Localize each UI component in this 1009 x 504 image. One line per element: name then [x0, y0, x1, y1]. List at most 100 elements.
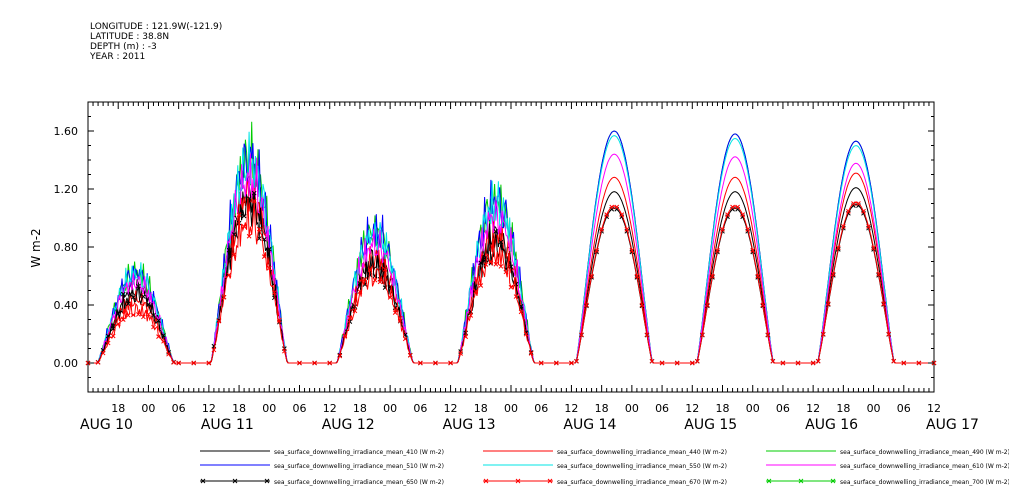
y-tick-label: 1.20: [54, 183, 79, 196]
series-marker: [402, 336, 408, 342]
series-marker: [835, 245, 841, 251]
series-marker: [735, 204, 740, 210]
series-marker: [226, 247, 232, 253]
series-marker: [130, 294, 136, 300]
series-marker: [710, 273, 715, 279]
series-marker: [750, 247, 756, 253]
y-axis-label: W m-2: [29, 228, 43, 267]
series-marker: [367, 267, 373, 273]
legend-label: sea_surface_downwelling_irradiance_mean_…: [557, 449, 727, 456]
series-marker: [614, 204, 620, 210]
series-marker: [226, 272, 232, 278]
series-marker: [604, 212, 610, 217]
series-marker: [100, 350, 106, 356]
x-tick-label: 06: [534, 402, 548, 415]
y-tick-label: 1.60: [54, 125, 79, 138]
legend-label: sea_surface_downwelling_irradiance_mean_…: [557, 479, 727, 486]
x-tick-label: 12: [564, 402, 578, 415]
series-marker: [694, 358, 700, 364]
series-marker: [151, 324, 156, 330]
series-marker: [136, 312, 141, 317]
x-tick-label: 18: [595, 402, 609, 415]
series-marker: [125, 312, 131, 318]
series-marker: [221, 294, 227, 300]
series-marker: [579, 332, 584, 338]
series-marker: [362, 277, 368, 282]
series-marker: [342, 333, 348, 339]
series-marker: [569, 360, 574, 366]
series-marker: [483, 262, 489, 267]
series-marker: [251, 198, 257, 204]
series-marker: [478, 260, 484, 266]
legend-label: sea_surface_downwelling_irradiance_mean_…: [274, 463, 444, 470]
x-tick-label: 18: [232, 402, 246, 415]
series-marker: [105, 340, 111, 346]
series-marker: [146, 302, 151, 307]
series-marker: [130, 312, 136, 318]
series-marker: [241, 224, 247, 229]
series-marker: [705, 302, 710, 308]
legend-marker: [200, 478, 206, 484]
series-marker: [508, 284, 514, 290]
legend-label: sea_surface_downwelling_irradiance_mean_…: [840, 479, 1009, 486]
x-tick-label: 00: [262, 402, 276, 415]
series-marker: [120, 291, 126, 297]
series-marker: [810, 360, 816, 366]
x-tick-label: 18: [474, 402, 488, 415]
series-marker: [176, 360, 181, 366]
x-tick-label: 18: [716, 402, 730, 415]
legend-marker: [766, 478, 772, 484]
series-marker: [136, 283, 141, 289]
series-marker: [508, 264, 514, 270]
series-marker: [498, 239, 504, 245]
series-marker: [463, 334, 469, 340]
series-marker: [211, 347, 217, 353]
series-marker: [377, 279, 383, 285]
latitude-label: LATITUDE : 38.8N: [90, 32, 170, 42]
legend-label: sea_surface_downwelling_irradiance_mean_…: [274, 479, 444, 486]
series-marker: [725, 212, 730, 217]
series-marker: [820, 331, 826, 337]
series-marker: [674, 360, 680, 366]
series-marker: [277, 317, 282, 323]
series-marker: [488, 259, 494, 265]
series-marker: [866, 223, 871, 229]
series-marker: [528, 351, 534, 356]
series-marker: [271, 295, 277, 301]
series-marker: [382, 267, 388, 272]
series-marker: [765, 332, 771, 338]
axes-layer: 0.00 0.40 0.80 1.20 1.60 18 00 06 12 18 00 06 12 18 00…: [54, 101, 979, 433]
series-marker: [271, 290, 277, 295]
series-marker: [473, 289, 479, 294]
series-marker: [266, 265, 272, 271]
series-marker: [327, 360, 333, 366]
series-marker: [236, 212, 242, 218]
series-marker: [266, 246, 272, 252]
legend-marker: [547, 478, 553, 484]
y-tick-label: 0.00: [54, 357, 79, 370]
x-day-label: AUG 13: [443, 417, 496, 433]
series-marker: [584, 302, 589, 308]
y-tick-label: 0.40: [54, 299, 79, 312]
series-marker: [141, 314, 146, 320]
series-marker: [125, 301, 131, 307]
legend-label: sea_surface_downwelling_irradiance_mean_…: [274, 449, 444, 456]
series-marker: [538, 360, 544, 366]
series-marker: [493, 229, 499, 234]
series-marker: [624, 227, 630, 232]
series-marker: [619, 212, 625, 217]
metadata-header: LONGITUDE : 121.9W(-121.9) LATITUDE : 38…: [90, 22, 222, 62]
series-marker: [151, 312, 156, 318]
series-marker: [891, 358, 897, 364]
x-tick-label: 12: [323, 402, 337, 415]
series-marker: [216, 318, 222, 324]
series-marker: [780, 360, 786, 366]
series-marker: [191, 360, 197, 366]
series-marker: [231, 252, 237, 258]
series-marker: [493, 261, 499, 267]
x-day-label: AUG 10: [80, 417, 133, 433]
series-marker: [881, 301, 886, 307]
series-marker: [730, 204, 735, 210]
series-marker: [478, 283, 484, 288]
series-marker: [720, 227, 725, 232]
